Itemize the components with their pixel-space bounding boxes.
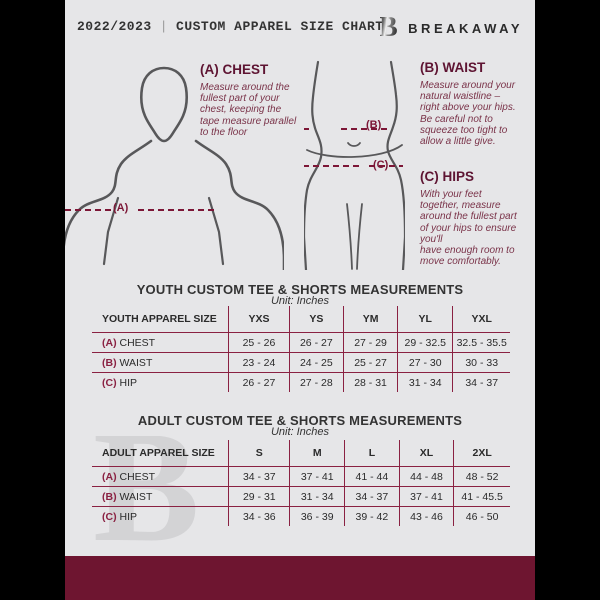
svg-text:B: B bbox=[380, 14, 398, 42]
